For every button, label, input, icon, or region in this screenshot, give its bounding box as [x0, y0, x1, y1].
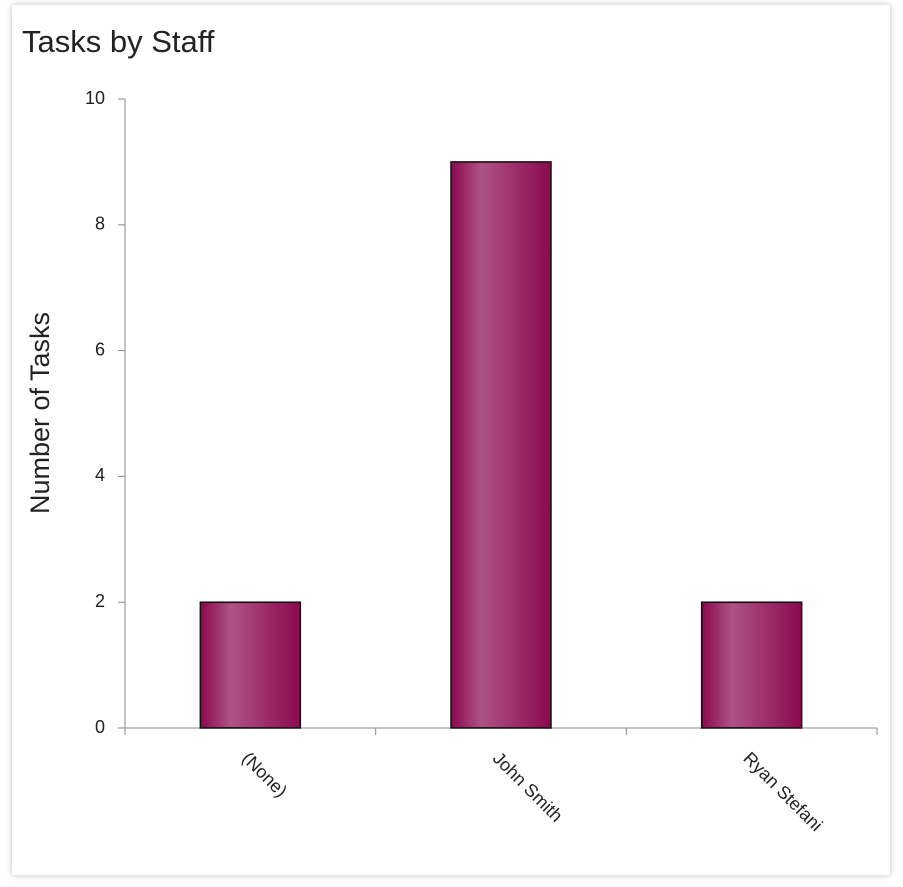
x-tick-label: John Smith [489, 748, 567, 826]
y-tick-label: 10 [85, 88, 105, 108]
bar-highlight [201, 603, 300, 727]
y-tick-label: 2 [95, 591, 105, 611]
y-tick-label: 6 [95, 339, 105, 359]
y-tick-label: 8 [95, 214, 105, 234]
y-tick-label: 4 [95, 465, 105, 485]
x-tick-label: (None) [238, 748, 291, 801]
x-tick-label: Ryan Stefani [739, 748, 826, 835]
y-axis-label: Number of Tasks [25, 312, 55, 514]
chart-title: Tasks by Staff [22, 24, 215, 59]
y-tick-label: 0 [95, 717, 105, 737]
bar-highlight [452, 162, 550, 727]
bar-highlight [702, 603, 801, 727]
